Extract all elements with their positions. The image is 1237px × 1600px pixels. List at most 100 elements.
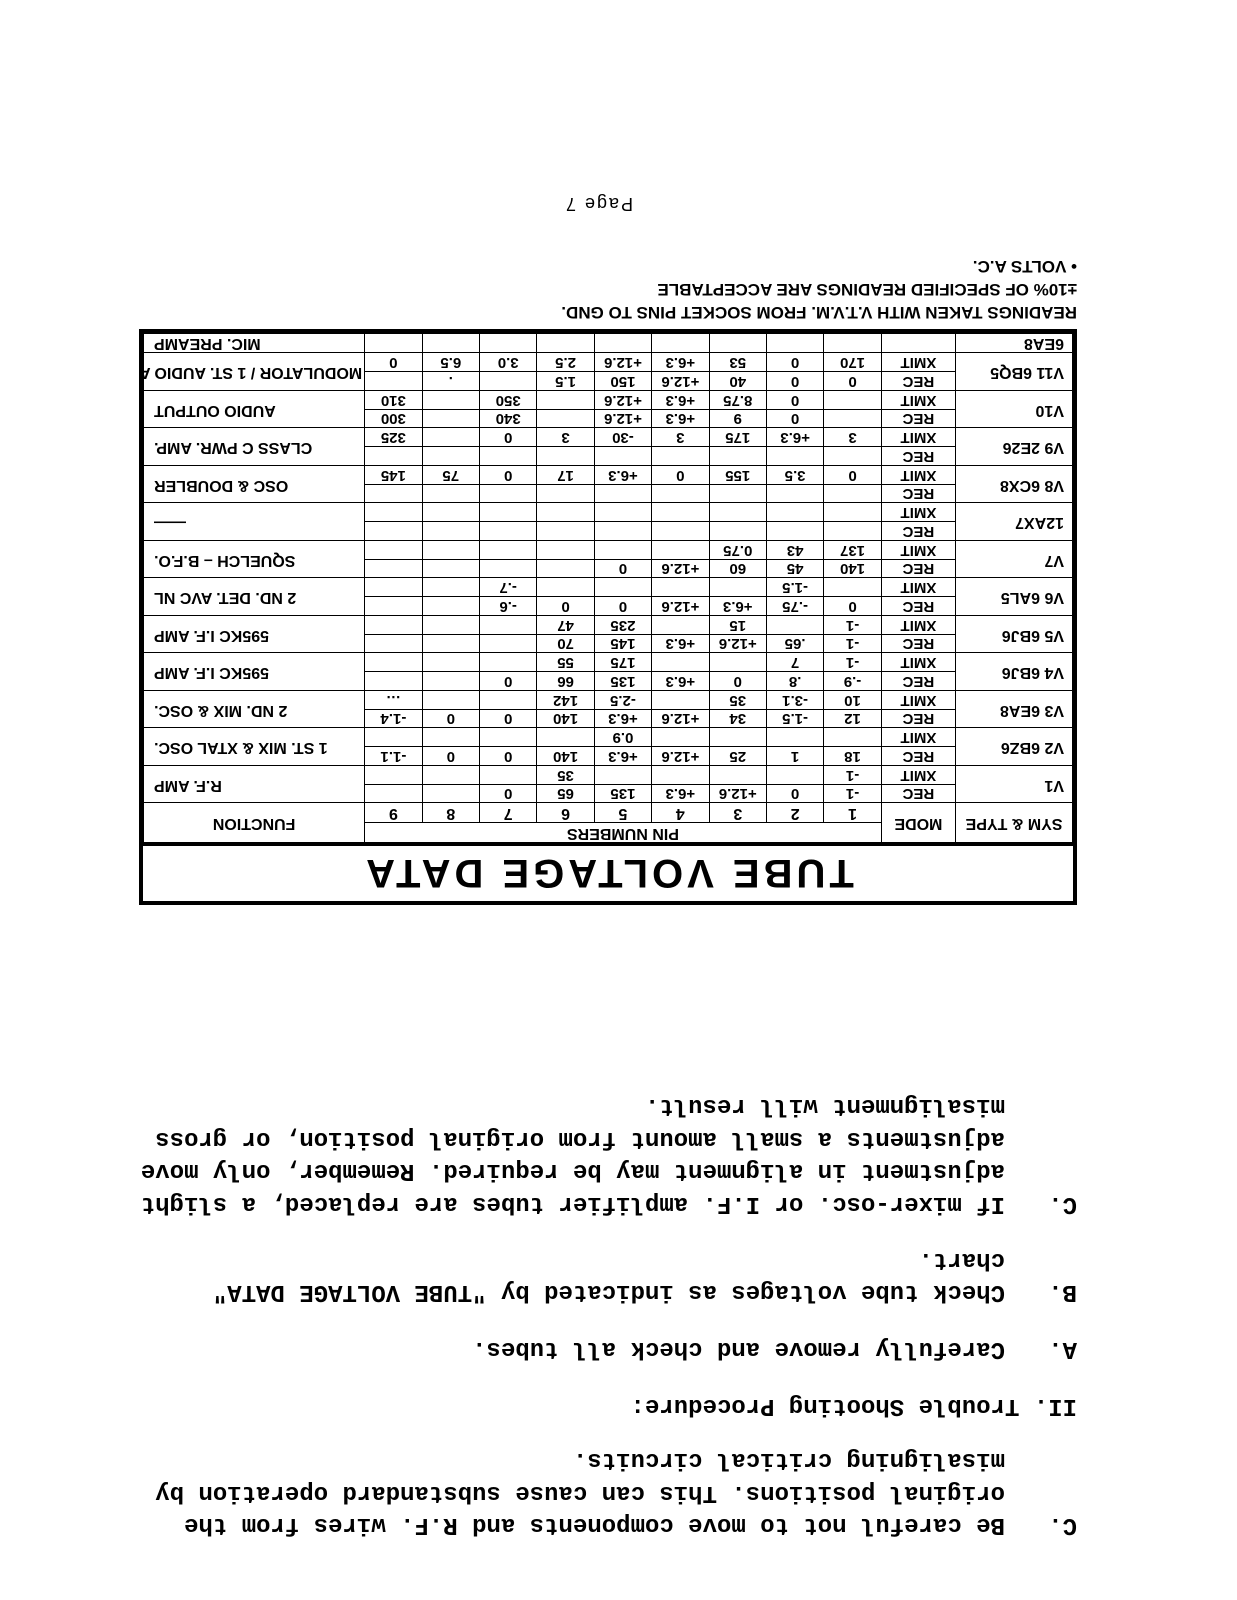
- cell-pin: 0: [479, 466, 536, 485]
- cell-pin: [479, 333, 536, 353]
- cell-pin: 0: [365, 353, 422, 372]
- cell-pin: 0.75: [709, 541, 766, 560]
- cell-pin: [422, 541, 479, 560]
- cell-pin: [766, 766, 823, 785]
- cell-pin: 350: [479, 391, 536, 410]
- cell-pin: -.6: [479, 597, 536, 616]
- cell-mode: XMIT: [881, 691, 955, 710]
- cell-pin: [479, 616, 536, 635]
- cell-pin: 0: [766, 391, 823, 410]
- cell-pin: [365, 784, 422, 803]
- cell-pin: 35: [537, 766, 594, 785]
- cell-pin: [824, 409, 881, 428]
- cell-pin: [422, 784, 479, 803]
- cell-pin: 0: [479, 672, 536, 691]
- cell-pin: 25: [709, 747, 766, 766]
- cell-mode: REC: [881, 747, 955, 766]
- cell-pin: [365, 503, 422, 522]
- cell-pin: +12.6: [709, 634, 766, 653]
- cell-pin: 8.75: [709, 391, 766, 410]
- cell-sym: V4 6BJ6: [956, 653, 1073, 691]
- cell-pin: [537, 333, 594, 353]
- cell-mode: XMIT: [881, 728, 955, 747]
- cell-pin: -1: [824, 766, 881, 785]
- cell-pin: 0: [824, 372, 881, 391]
- cell-pin: 9: [709, 409, 766, 428]
- cell-pin: [422, 559, 479, 578]
- cell-pin: 6.5: [422, 353, 479, 372]
- cell-pin: [422, 484, 479, 503]
- cell-pin: 325: [365, 428, 422, 447]
- cell-pin: 3.5: [766, 466, 823, 485]
- cell-pin: -30: [594, 428, 651, 447]
- cell-func: MODULATOR / 1 ST. AUDIO AMP: [144, 353, 365, 391]
- cell-pin: [709, 728, 766, 747]
- top-C-label: C.: [1029, 1443, 1077, 1540]
- cell-pin: [537, 522, 594, 541]
- cell-pin: 7: [766, 653, 823, 672]
- cell-pin: 0: [594, 597, 651, 616]
- cell-pin: [422, 503, 479, 522]
- cell-pin: [594, 766, 651, 785]
- cell-func: 595KC I.F. AMP: [144, 616, 365, 654]
- cell-pin: 1.5: [537, 372, 594, 391]
- cell-pin: +6.3: [709, 597, 766, 616]
- cell-pin: 140: [824, 559, 881, 578]
- cell-pin: [365, 522, 422, 541]
- cell-pin: [365, 672, 422, 691]
- cell-pin: 0: [652, 466, 709, 485]
- cell-pin: +12.6: [652, 372, 709, 391]
- cell-pin: [479, 691, 536, 710]
- cell-pin: [652, 447, 709, 466]
- cell-pin: 0: [479, 747, 536, 766]
- cell-pin: [709, 578, 766, 597]
- cell-mode: REC: [881, 372, 955, 391]
- cell-pin: [365, 728, 422, 747]
- cell-pin: [537, 391, 594, 410]
- cell-pin: 0: [479, 709, 536, 728]
- cell-pin: 170: [824, 353, 881, 372]
- II-A-body: Carefully remove and check all tubes.: [120, 1331, 1005, 1363]
- cell-mode: XMIT: [881, 391, 955, 410]
- cell-mode: XMIT: [881, 503, 955, 522]
- cell-mode: REC: [881, 634, 955, 653]
- cell-pin: [709, 447, 766, 466]
- cell-pin: [766, 333, 823, 353]
- cell-pin: [766, 616, 823, 635]
- cell-pin: [479, 447, 536, 466]
- cell-mode: REC: [881, 709, 955, 728]
- cell-pin: 0: [422, 709, 479, 728]
- cell-pin: [766, 484, 823, 503]
- cell-pin: 3: [652, 428, 709, 447]
- cell-pin: +6.3: [652, 634, 709, 653]
- cell-pin: 0: [594, 559, 651, 578]
- cell-pin: -1: [824, 784, 881, 803]
- cell-mode: XMIT: [881, 466, 955, 485]
- cell-pin: [594, 333, 651, 353]
- cell-mode: REC: [881, 672, 955, 691]
- cell-pin: .: [422, 372, 479, 391]
- cell-pin: [824, 391, 881, 410]
- cell-sym: V8 6CX8: [956, 466, 1073, 504]
- cell-pin: +6.3: [652, 784, 709, 803]
- cell-sym: V7: [956, 541, 1073, 579]
- cell-mode: REC: [881, 559, 955, 578]
- cell-pin: [766, 522, 823, 541]
- note-line-3: • VOLTS A.C.: [120, 254, 1077, 277]
- cell-sym: V6 6AL5: [956, 578, 1073, 616]
- cell-pin: [537, 409, 594, 428]
- cell-pin: 140: [537, 709, 594, 728]
- cell-pin: [537, 728, 594, 747]
- II-C-body: If mixer-osc. or I.F. amplifier tubes ar…: [120, 1089, 1005, 1219]
- cell-pin: +12.6: [594, 353, 651, 372]
- cell-pin: [365, 634, 422, 653]
- cell-pin: [766, 728, 823, 747]
- cell-pin: 2.5: [537, 353, 594, 372]
- cell-pin: -1.4: [365, 709, 422, 728]
- cell-pin: [365, 616, 422, 635]
- cell-mode: REC: [881, 409, 955, 428]
- cell-sym: V3 6EA8: [956, 691, 1073, 729]
- th-mode: MODE: [881, 803, 955, 843]
- II-C-label: C.: [1029, 1089, 1077, 1219]
- cell-pin: [652, 522, 709, 541]
